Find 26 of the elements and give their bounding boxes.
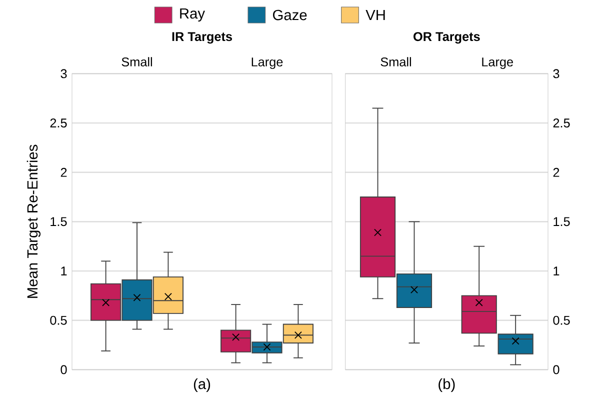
y-tick-label: 1 xyxy=(554,266,560,276)
x-axis-title: (a) xyxy=(194,378,210,392)
y-tick-label: 2 xyxy=(60,168,67,177)
y-tick-label: 3 xyxy=(553,69,560,78)
x-tick-label: Large xyxy=(252,58,283,69)
y-tick-label: 1 xyxy=(61,266,67,276)
y-tick-label: 0 xyxy=(553,365,560,374)
chart-title: OR Targets xyxy=(414,32,480,44)
y-tick-label: 0.5 xyxy=(50,316,67,325)
y-tick-label: 2 xyxy=(553,168,560,177)
y-tick-label: 1.5 xyxy=(50,217,67,226)
y-axis-title: Mean Target Re-Entries xyxy=(26,144,41,298)
chart-title: IR Targets xyxy=(172,32,232,44)
x-axis-title: (b) xyxy=(438,378,455,392)
y-tick-label: 0.5 xyxy=(553,316,570,325)
y-tick-label: 2.5 xyxy=(50,118,67,128)
x-tick-label: Small xyxy=(122,57,152,66)
legend-label: Gaze xyxy=(273,10,307,20)
legend-label: VH xyxy=(366,10,385,20)
x-tick-label: Large xyxy=(482,58,513,69)
legend-label: Ray xyxy=(180,8,205,22)
y-tick-label: 2.5 xyxy=(553,118,570,128)
y-tick-label: 3 xyxy=(60,69,67,78)
x-tick-label: Small xyxy=(380,57,411,66)
y-tick-label: 1.5 xyxy=(554,217,570,226)
y-tick-label: 0 xyxy=(60,365,67,374)
